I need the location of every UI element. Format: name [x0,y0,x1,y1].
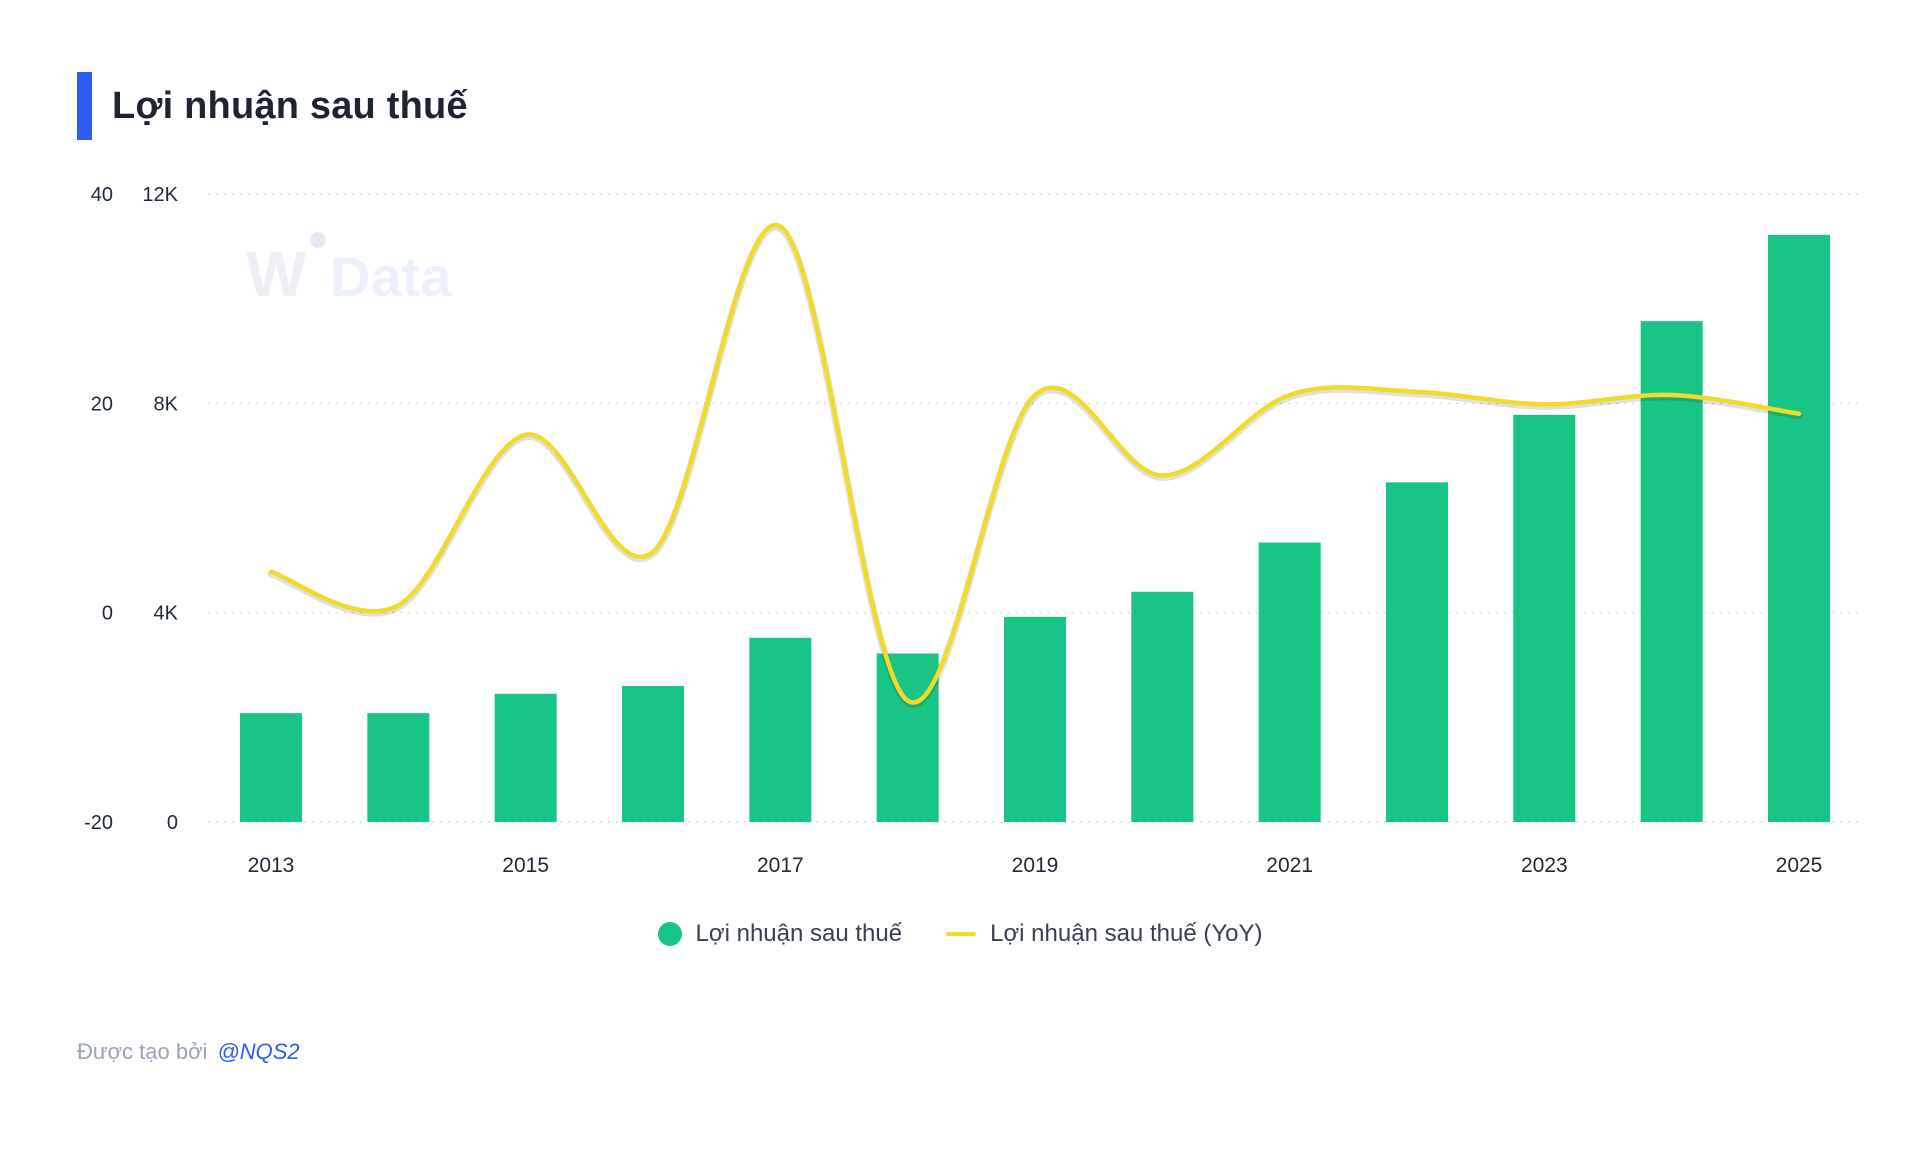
x-tick-label: 2023 [1521,854,1568,877]
y-axis-left: 40 20 0 -20 [84,184,113,834]
bar[interactable] [1386,482,1448,822]
yoy-line[interactable] [268,222,1802,705]
chart-title: Lợi nhuận sau thuế [112,84,468,127]
watermark-logo: W Data [246,232,452,310]
title-accent-bar [77,72,92,140]
y-right-tick-label: 8K [154,393,179,415]
bar[interactable] [494,693,557,822]
x-axis: 2013 2015 2017 2019 2021 2023 2025 [248,854,1823,877]
legend: Lợi nhuận sau thuế Lợi nhuận sau thuế (Y… [0,920,1920,948]
y-right-tick-label: 0 [167,812,178,834]
x-tick-label: 2015 [502,854,549,877]
bar[interactable] [1513,414,1576,822]
x-tick-label: 2021 [1266,854,1313,877]
x-tick-label: 2025 [1776,854,1823,877]
legend-line-icon [946,932,977,936]
y-left-tick-label: -20 [84,812,113,834]
legend-label-line: Lợi nhuận sau thuế (YoY) [990,920,1263,947]
footer-label: Được tạo bởi [77,1039,208,1064]
legend-label-bars: Lợi nhuận sau thuế [695,920,903,947]
y-left-tick-label: 20 [91,393,113,415]
bar[interactable] [749,637,812,822]
y-right-tick-label: 4K [154,603,179,625]
bar-series [240,234,1830,822]
x-tick-label: 2017 [757,854,804,877]
x-tick-label: 2019 [1012,854,1059,877]
y-axis-right: 12K 8K 4K 0 [142,184,178,834]
legend-item-bars[interactable]: Lợi nhuận sau thuế [657,920,903,948]
legend-dot-icon [657,922,682,946]
bar[interactable] [367,713,430,822]
bar[interactable] [1258,542,1321,822]
legend-item-line[interactable]: Lợi nhuận sau thuế (YoY) [946,920,1262,948]
x-tick-label: 2013 [248,854,295,877]
y-left-tick-label: 0 [102,603,113,625]
svg-text:Data: Data [330,245,452,308]
y-left-tick-label: 40 [91,184,113,206]
y-right-tick-label: 12K [142,184,178,206]
bar[interactable] [1640,321,1703,822]
bar[interactable] [1131,591,1194,822]
line-series [267,222,1803,708]
bar[interactable] [876,653,939,822]
author-link[interactable]: @NQS2 [217,1039,300,1064]
bar[interactable] [240,713,302,822]
bar[interactable] [1004,616,1066,822]
footer-credit: Được tạo bởi @NQS2 [77,1039,300,1065]
chart-header: Lợi nhuận sau thuế [77,72,468,140]
svg-text:W: W [246,238,307,310]
bar[interactable] [622,685,684,822]
bar[interactable] [1768,234,1830,822]
